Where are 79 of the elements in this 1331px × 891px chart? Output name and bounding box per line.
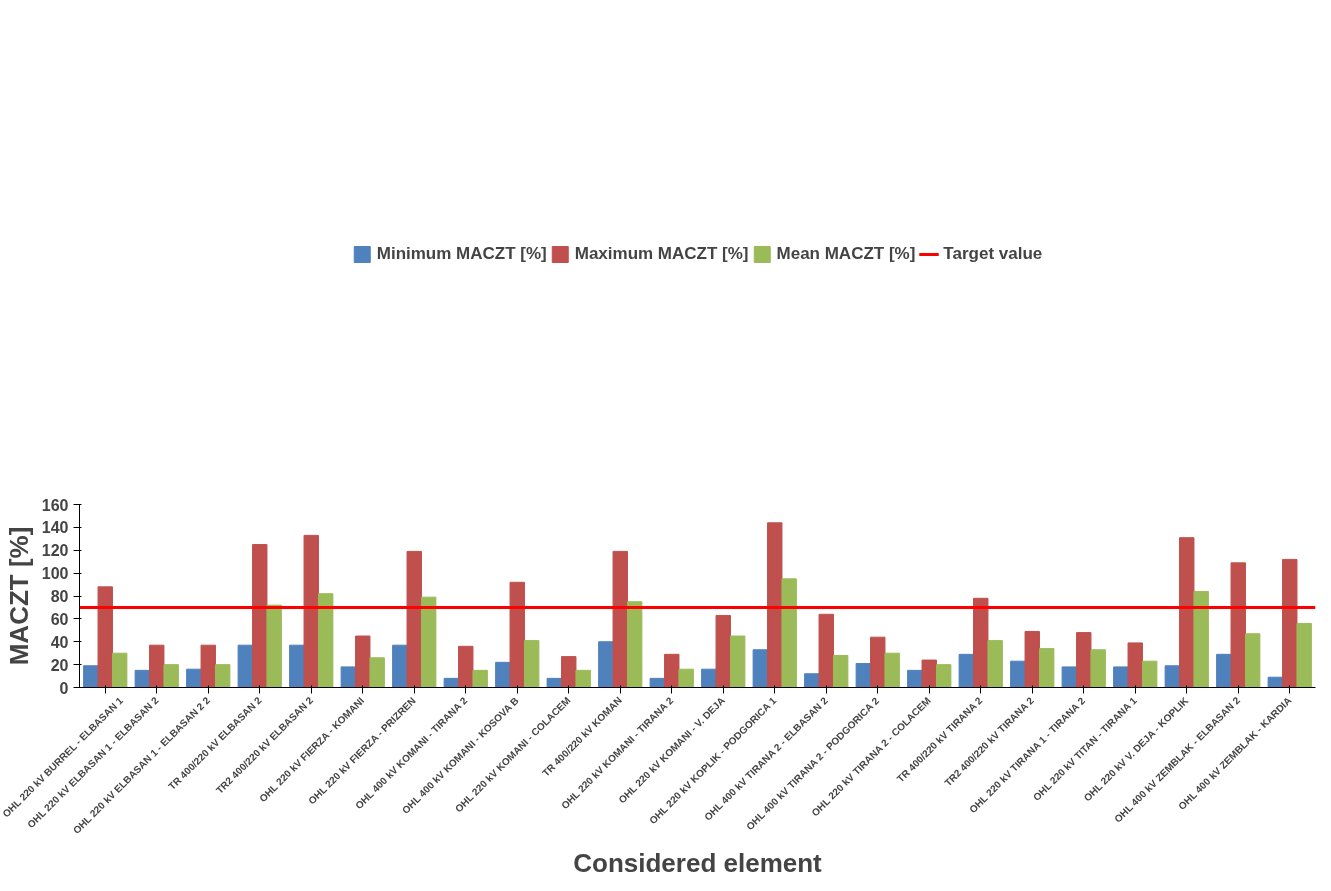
bar	[134, 669, 151, 688]
bar	[443, 677, 460, 688]
bar	[200, 644, 216, 688]
bar	[1038, 648, 1055, 688]
bar	[1061, 666, 1078, 688]
legend-label: Target value	[943, 244, 1043, 264]
bar	[767, 522, 783, 688]
y-tick-label: 120	[41, 542, 69, 560]
bar	[1267, 676, 1284, 688]
x-axis-title: Considered element	[573, 847, 823, 878]
bar	[340, 666, 357, 688]
bar	[612, 550, 628, 688]
bar	[1230, 562, 1246, 688]
bar	[266, 604, 282, 688]
y-tick-label: 20	[50, 656, 69, 674]
bar	[1141, 660, 1158, 688]
bar	[317, 593, 334, 688]
bar	[1113, 666, 1129, 688]
y-tick-label: 80	[50, 588, 69, 605]
bar	[832, 654, 849, 688]
bar	[598, 641, 614, 688]
bar	[818, 613, 834, 688]
bar	[626, 601, 643, 688]
bar	[83, 665, 99, 688]
bar	[149, 644, 165, 688]
bar	[1164, 665, 1181, 688]
bar	[472, 669, 488, 688]
y-tick-label: 160	[41, 496, 69, 514]
bar	[163, 664, 179, 688]
bar	[804, 673, 820, 688]
legend-label: Minimum MACZT [%]	[376, 244, 547, 264]
bar	[870, 636, 886, 688]
bar	[649, 677, 666, 688]
y-axis-title: MACZT [%]	[3, 526, 34, 666]
bar	[1282, 558, 1298, 688]
bar	[678, 668, 694, 688]
bar	[237, 644, 254, 688]
bar	[921, 659, 937, 688]
y-tick-label: 60	[50, 610, 69, 628]
bar	[523, 640, 540, 688]
bar	[715, 614, 731, 688]
bar	[1244, 633, 1261, 688]
bar	[252, 544, 268, 688]
bar	[303, 534, 319, 688]
bar	[1127, 642, 1143, 688]
bar	[855, 662, 872, 688]
legend-label: Maximum MACZT [%]	[574, 244, 749, 264]
bar	[781, 578, 797, 688]
y-tick-label: 0	[59, 679, 69, 697]
bar	[752, 649, 769, 688]
bar	[546, 677, 563, 688]
y-tick-label: 100	[41, 565, 69, 583]
bar	[1024, 630, 1040, 688]
legend-label: Mean MACZT [%]	[776, 244, 916, 264]
bar	[958, 653, 975, 688]
bar	[355, 635, 371, 688]
bar	[406, 550, 422, 688]
bar	[987, 640, 1003, 688]
bar	[369, 657, 385, 688]
bar	[509, 581, 525, 688]
bar	[561, 656, 577, 688]
bar	[1296, 622, 1312, 688]
bar	[664, 653, 680, 688]
bar	[935, 664, 952, 688]
bar	[214, 664, 231, 688]
bar	[884, 652, 900, 688]
y-tick-label: 140	[41, 519, 69, 537]
bar	[420, 596, 437, 688]
bar	[1179, 537, 1195, 688]
bar	[1076, 632, 1092, 688]
bar	[729, 635, 746, 688]
bar	[111, 652, 128, 688]
bar	[1193, 590, 1209, 688]
bar	[97, 586, 113, 688]
bar	[1090, 649, 1106, 688]
bar	[575, 669, 591, 688]
bar	[973, 597, 989, 688]
y-tick-label: 40	[50, 633, 69, 651]
bar	[458, 645, 474, 688]
